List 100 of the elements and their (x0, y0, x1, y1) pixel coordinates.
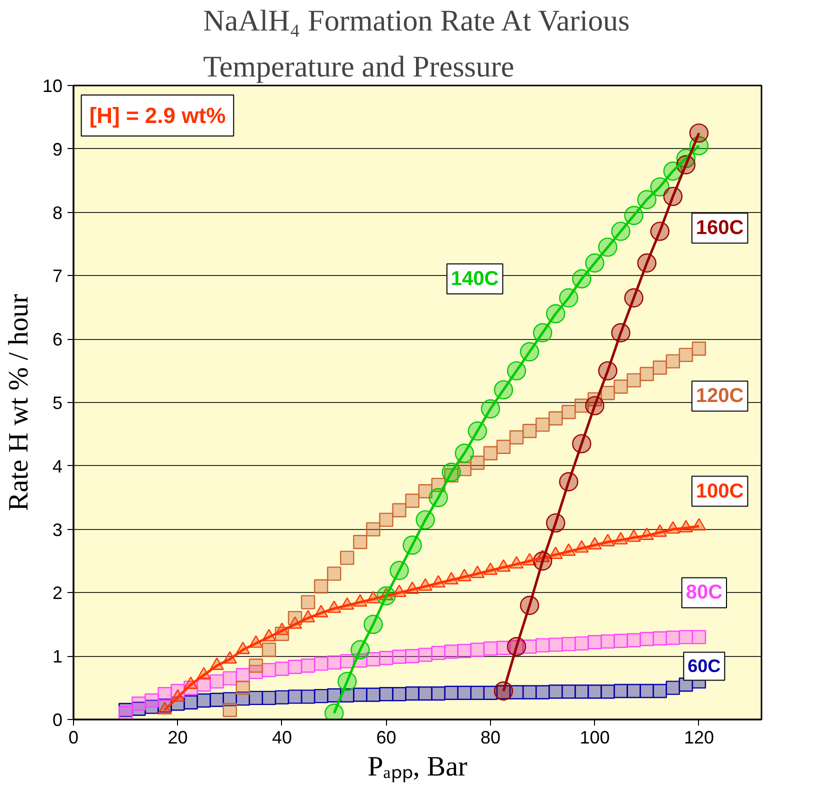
point (353, 534, 368, 550)
point (132, 696, 146, 711)
point (379, 512, 394, 527)
point (118, 706, 133, 720)
point (652, 684, 667, 698)
point (431, 646, 446, 660)
point (640, 632, 654, 646)
x-tick-label: 20 (168, 728, 188, 748)
point (535, 418, 550, 432)
point (626, 633, 641, 648)
point (483, 446, 498, 460)
point (600, 684, 615, 699)
point (548, 411, 563, 426)
point (158, 687, 172, 702)
point (418, 686, 432, 701)
point (184, 695, 198, 710)
point (678, 630, 694, 644)
point (405, 494, 420, 508)
point (340, 654, 354, 668)
y-tick-label: 2 (52, 583, 63, 604)
point (588, 635, 602, 650)
y-tick-label: 10 (42, 76, 63, 96)
point (405, 649, 420, 664)
x-tick-label: 0 (68, 728, 79, 748)
point (652, 631, 667, 646)
point (274, 690, 290, 704)
point (457, 686, 472, 700)
point (548, 638, 563, 652)
y-axis-title: Rate H wt % / hour (3, 293, 34, 511)
series-label: 60C (688, 656, 721, 676)
point (262, 642, 276, 657)
point (470, 686, 485, 700)
series-label: 80C (686, 582, 723, 604)
series-label: 100C (696, 480, 744, 502)
point (457, 644, 472, 658)
point (236, 680, 250, 695)
point (562, 636, 576, 652)
y-tick-label: 1 (52, 646, 63, 667)
point (210, 692, 224, 707)
point (522, 685, 537, 700)
point (692, 342, 706, 356)
point (392, 503, 406, 518)
y-tick-label: 8 (52, 202, 63, 223)
point (379, 687, 394, 702)
point (494, 681, 514, 701)
series-label: 120C (696, 385, 744, 408)
point (483, 641, 498, 656)
y-tick-label: 6 (52, 330, 63, 350)
point (431, 686, 446, 701)
point (522, 424, 537, 438)
point (327, 566, 342, 581)
point (588, 684, 602, 699)
point (210, 674, 224, 689)
point (392, 650, 406, 664)
point (366, 688, 380, 702)
point (262, 690, 276, 706)
text: 140C (450, 268, 499, 290)
point (666, 680, 680, 695)
point (640, 366, 654, 382)
y-tick-label: 3 (52, 520, 63, 540)
point (300, 658, 316, 673)
point (444, 686, 458, 700)
series-label: 160C (696, 217, 744, 240)
point (248, 658, 264, 673)
point (288, 690, 302, 704)
point (300, 595, 316, 610)
point (418, 648, 432, 662)
point (535, 685, 550, 700)
point (222, 671, 237, 686)
annotation: [H] = 2.9 wt% (89, 103, 226, 128)
x-axis-title: Pₐₚₚ, Bar (368, 752, 468, 782)
point (144, 693, 159, 708)
point (689, 123, 709, 143)
point (614, 684, 628, 698)
point (222, 702, 237, 718)
point (327, 655, 342, 670)
point (392, 687, 406, 702)
point (379, 650, 394, 666)
point (196, 693, 211, 708)
point (692, 630, 706, 644)
y-tick-label: 7 (52, 266, 63, 286)
point (626, 373, 641, 388)
y-tick-label: 0 (52, 710, 63, 730)
point (314, 579, 328, 594)
point (548, 684, 563, 699)
x-tick-label: 120 (684, 728, 714, 748)
chart-title: NaAlH₄ Formation Rate At Various Temperature and Pressure (203, 4, 630, 84)
point (366, 522, 380, 536)
point (288, 660, 302, 674)
point (562, 684, 576, 699)
point (640, 684, 654, 698)
point (314, 656, 328, 671)
point (470, 456, 485, 470)
point (444, 644, 458, 659)
point (509, 430, 524, 444)
x-tick-label: 100 (580, 728, 610, 748)
x-tick-label: 80 (480, 728, 500, 748)
point (574, 684, 589, 699)
point (274, 662, 290, 676)
point (614, 634, 628, 648)
